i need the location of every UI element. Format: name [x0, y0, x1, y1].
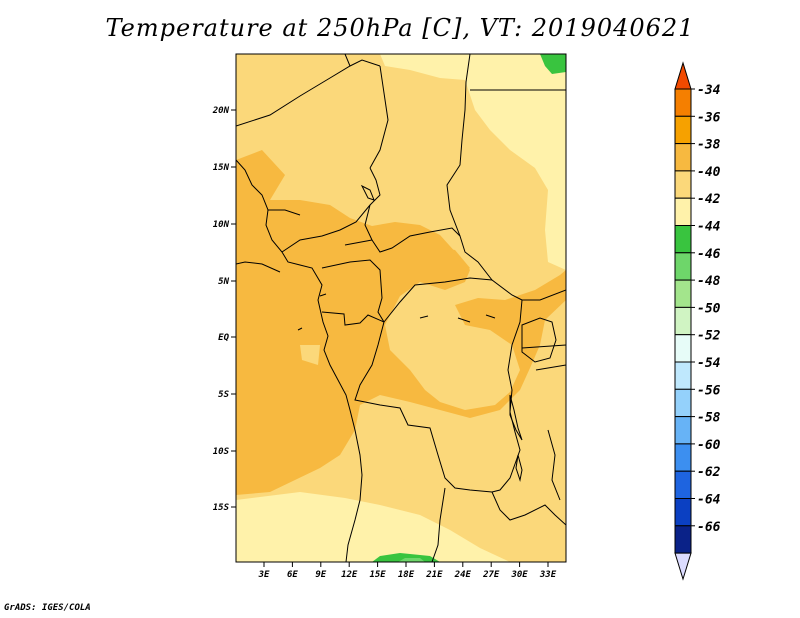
colorbar-level-label: -38 [697, 138, 721, 153]
colorbar-swatch [674, 225, 692, 254]
lon-tick-label: 6E [287, 570, 298, 580]
lat-tick-label: 15S [213, 503, 230, 513]
colorbar-level-label: -54 [697, 356, 721, 371]
colorbar-swatch [674, 498, 692, 527]
colorbar-top-arrow [674, 61, 692, 90]
lon-tick-label: 12E [341, 570, 358, 580]
lon-tick-label: 18E [398, 570, 415, 580]
lon-tick-label: 21E [425, 570, 443, 580]
colorbar-swatch [674, 361, 692, 390]
colorbar-level-label: -64 [697, 493, 721, 508]
colorbar-swatch [674, 525, 692, 554]
colorbar-level-label: -50 [697, 301, 721, 316]
colorbar-swatch [674, 252, 692, 281]
colorbar: -34 -36 -38 -40 -42 -44 -46 -48 -50 -52 -54 -56 -58 -… [674, 61, 721, 581]
colorbar-swatch [674, 388, 692, 418]
lon-tick-label: 27E [482, 570, 500, 580]
colorbar-level-label: -44 [697, 220, 721, 235]
colorbar-swatch [674, 416, 692, 445]
colorbar-swatch [674, 115, 692, 145]
lon-tick-label: 24E [454, 570, 472, 580]
temperature-field [236, 54, 566, 562]
colorbar-level-label: -48 [697, 274, 721, 289]
lon-tick-label: 30E [510, 570, 528, 580]
lat-tick-label: 5S [218, 390, 229, 400]
colorbar-level-label: -52 [697, 329, 721, 344]
colorbar-swatch [674, 279, 692, 308]
lon-tick-label: 3E [258, 570, 270, 580]
colorbar-swatch [674, 88, 692, 117]
colorbar-level-label: -46 [697, 247, 721, 262]
lat-tick-label: EQ [218, 333, 229, 343]
colorbar-swatch [674, 306, 692, 336]
colorbar-bottom-arrow [674, 552, 692, 581]
lake-outlines [297, 184, 557, 482]
colorbar-level-label: -34 [697, 83, 721, 98]
colorbar-swatch [674, 143, 692, 172]
colorbar-level-label: -58 [697, 411, 721, 426]
lon-tick-label: 9E [315, 570, 326, 580]
lat-tick-label: 10N [213, 220, 230, 230]
colorbar-level-label: -42 [697, 192, 721, 207]
colorbar-level-label: -56 [697, 383, 721, 398]
colorbar-level-label: -60 [697, 438, 721, 453]
grads-credit: GrADS: IGES/COLA [4, 603, 91, 613]
colorbar-level-label: -62 [697, 465, 721, 480]
colorbar-swatch [674, 170, 692, 199]
colorbar-level-label: -36 [697, 110, 721, 125]
lon-tick-label: 33E [539, 570, 557, 580]
colorbar-swatch [674, 334, 692, 363]
colorbar-level-label: -40 [697, 165, 721, 180]
lat-tick-label: 5N [218, 277, 229, 287]
latitude-axis: 20N 15N 10N 5N EQ 5S 10S 15S [212, 106, 236, 513]
country-borders [236, 54, 566, 562]
longitude-axis: 3E 6E 9E 12E 15E 18E 21E 24E 27E 30E 33E [258, 562, 557, 580]
lat-tick-label: 15N [213, 163, 230, 173]
colorbar-swatch [674, 197, 692, 226]
map-title: Temperature at 250hPa [C], VT: 201904062… [105, 14, 695, 42]
map-frame [235, 53, 567, 563]
lat-tick-label: 10S [213, 447, 230, 457]
colorbar-level-label: -66 [697, 520, 721, 535]
colorbar-swatch [674, 470, 692, 500]
lat-tick-label: 20N [212, 106, 230, 116]
colorbar-swatch [674, 443, 692, 472]
lon-tick-label: 15E [369, 570, 386, 580]
